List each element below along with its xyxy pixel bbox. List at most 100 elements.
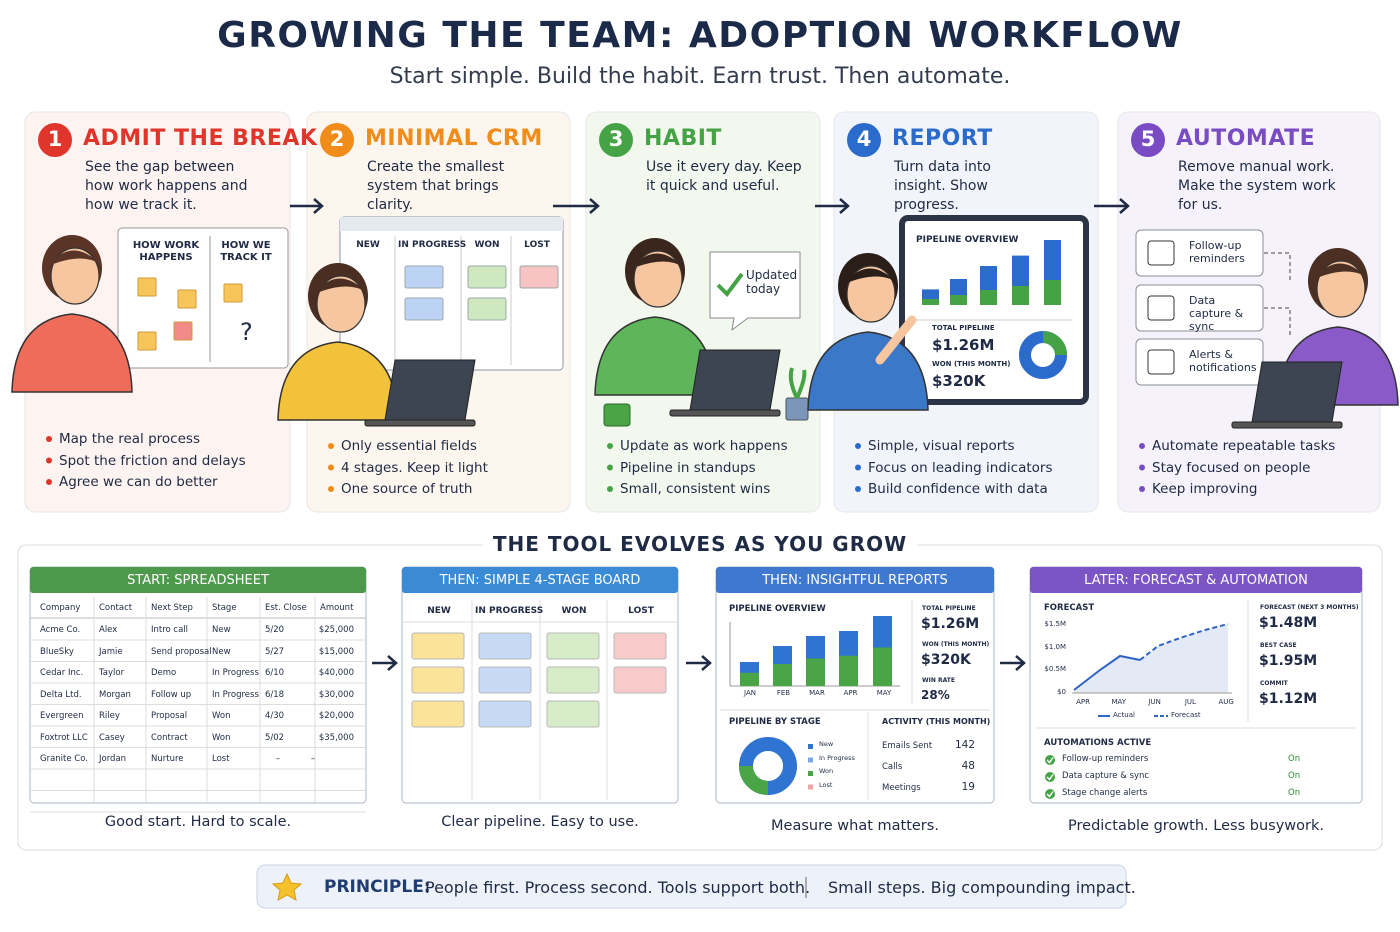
step-description: Turn data into insight. Show progress. <box>894 159 991 213</box>
table-cell: $25,000 <box>318 625 354 635</box>
arrow-head <box>589 198 600 214</box>
forecast-line <box>1139 623 1229 661</box>
bar-decor <box>839 655 858 686</box>
panel-label: PIPELINE OVERVIEW <box>729 604 826 614</box>
automation-icon <box>1147 295 1175 321</box>
tool-title: START: SPREADSHEET <box>127 573 269 588</box>
bar-decor <box>1012 286 1029 305</box>
y-axis-label: $0 <box>1057 687 1066 696</box>
bar-decor <box>980 290 997 305</box>
table-cell: Riley <box>99 711 120 721</box>
bullet-dot <box>607 443 613 449</box>
automation-status: On <box>1288 771 1301 781</box>
table-cell: Acme Co. <box>40 625 81 635</box>
board-card <box>546 632 600 660</box>
table-header: Stage <box>212 603 237 613</box>
bullet-dot <box>855 464 861 471</box>
metric-value: $320K <box>932 372 986 390</box>
table-cell: $30,000 <box>318 689 354 700</box>
bullet-dot <box>607 486 613 492</box>
step-badge <box>38 123 72 157</box>
table-cell: Granite Co. <box>40 754 88 764</box>
month-label: MAY <box>876 689 892 697</box>
laptop-base <box>669 409 781 417</box>
check-icon <box>1045 789 1055 799</box>
bullet: Spot the friction and delays <box>59 452 246 469</box>
board-heading: HOW WE TRACK IT <box>220 240 272 263</box>
panel-label: PIPELINE BY STAGE <box>729 717 821 727</box>
month-label: MAY <box>1111 698 1127 706</box>
month-label: MAR <box>809 689 825 697</box>
month-label: JUN <box>1148 698 1161 706</box>
person-head <box>846 265 896 323</box>
table-cell: 5/27 <box>265 646 285 657</box>
table-cell: Foxtrot LLC <box>40 732 88 743</box>
metric-label: FORECAST (NEXT 3 MONTHS) <box>1260 604 1359 611</box>
metric-value: $1.12M <box>1259 691 1318 707</box>
table-cell: Jordan <box>99 754 127 764</box>
panel-label: FORECAST <box>1044 603 1095 613</box>
table-cell: Follow up <box>151 689 192 700</box>
bullet: Small, consistent wins <box>620 481 771 497</box>
table-cell: Cedar Inc. <box>40 668 84 678</box>
whiteboard <box>117 227 289 369</box>
table-cell: In Progress <box>212 689 259 700</box>
person-body <box>807 331 929 411</box>
y-axis-label: $1.0M <box>1044 642 1066 651</box>
person-body <box>11 313 133 393</box>
month-label: JAN <box>744 689 756 697</box>
tool-header <box>716 567 994 593</box>
y-axis-label: $0.5M <box>1044 665 1066 673</box>
board-column: NEW <box>427 606 451 616</box>
legend-label: In Progress <box>819 753 855 762</box>
step-number: 2 <box>329 127 345 151</box>
board-card <box>478 632 532 660</box>
activity-label: Meetings <box>882 783 921 793</box>
board-card <box>411 666 465 694</box>
table-cell: BlueSky <box>40 646 74 657</box>
area-decor <box>1074 624 1228 693</box>
table-cell: – <box>310 754 316 764</box>
automation-item: Alerts & notifications <box>1189 348 1257 375</box>
table-cell: Demo <box>151 668 177 678</box>
table-cell: Proposal <box>151 711 188 721</box>
legend-swatch <box>808 757 813 763</box>
bullet-dot <box>328 443 334 449</box>
legend-swatch <box>808 784 813 790</box>
board-card <box>411 700 465 728</box>
laptop-base <box>1231 421 1343 429</box>
tool-caption: Predictable growth. Less busywork. <box>1068 818 1324 834</box>
table-cell: 5/02 <box>265 732 285 743</box>
step-description: Remove manual work. Make the system work… <box>1178 159 1336 213</box>
month-label: APR <box>843 689 858 697</box>
table-cell: Alex <box>99 625 118 635</box>
plant <box>788 367 807 399</box>
step-description: Use it every day. Keep it quick and usef… <box>646 159 802 194</box>
table-cell: New <box>212 625 231 635</box>
automation-item: Follow-up reminders <box>1189 239 1245 266</box>
automation-icon <box>1147 349 1175 375</box>
bullet-dot <box>855 486 861 492</box>
table-cell: Jamie <box>99 646 123 657</box>
arrow-head <box>313 198 324 214</box>
automation-status: On <box>1288 788 1301 798</box>
step-number: 4 <box>856 127 872 151</box>
laptop-base <box>364 419 476 427</box>
table-cell: Casey <box>99 732 125 743</box>
bullet-dot <box>46 436 52 442</box>
metric-label: COMMIT <box>1260 680 1288 687</box>
automation-label: Data capture & sync <box>1062 771 1150 781</box>
bullet: Keep improving <box>1152 481 1258 497</box>
board-card <box>467 265 507 289</box>
table-cell: Morgan <box>99 689 131 700</box>
step-description: See the gap between how work happens and… <box>85 159 248 213</box>
arrow-head <box>387 655 398 671</box>
principle-text: People first. Process second. Tools supp… <box>425 878 811 897</box>
sticky-note <box>173 321 193 341</box>
tool-title: LATER: FORECAST & AUTOMATION <box>1084 573 1308 588</box>
legend-swatch <box>808 771 813 776</box>
legend-label: New <box>819 740 834 748</box>
step-number: 1 <box>47 127 63 151</box>
check-icon <box>1045 755 1055 765</box>
bullet: 4 stages. Keep it light <box>341 459 488 476</box>
